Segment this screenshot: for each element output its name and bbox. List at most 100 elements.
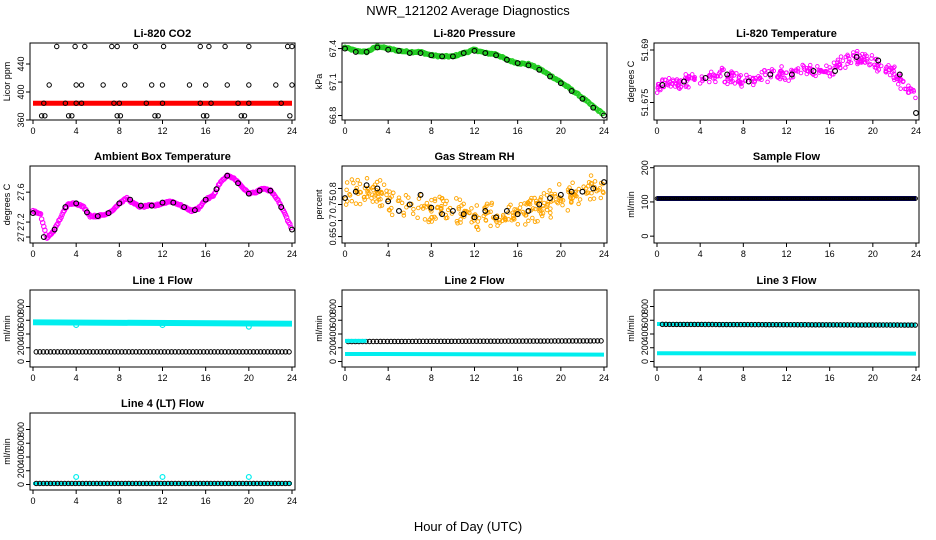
- data-point: [832, 68, 839, 74]
- data-point: [494, 213, 500, 218]
- panel-3: Ambient Box Temperature 0 4 8 12 16 20 24 2727.2…: [2, 151, 297, 259]
- data-point: [786, 78, 791, 83]
- data-point: [852, 322, 858, 328]
- data-point: [370, 185, 375, 190]
- data-point: [278, 204, 285, 211]
- data-point: [659, 321, 666, 328]
- data-point: [65, 349, 71, 355]
- data-point: [482, 207, 489, 214]
- data-point: [82, 43, 88, 50]
- data-point: [598, 195, 604, 201]
- data-point: [422, 217, 428, 222]
- y-tick-label: 67.4: [328, 40, 338, 58]
- data-point: [495, 338, 501, 344]
- data-point: [409, 338, 416, 345]
- data-point: [753, 76, 759, 81]
- data-point: [136, 349, 143, 355]
- data-point: [670, 321, 676, 328]
- data-point: [791, 322, 797, 328]
- data-point: [830, 322, 837, 328]
- data-point: [773, 321, 780, 328]
- x-tick-label: 12: [781, 126, 791, 136]
- data-point: [597, 186, 603, 191]
- data-point: [819, 322, 826, 328]
- data-point: [387, 189, 392, 194]
- data-point: [62, 480, 68, 487]
- data-point: [33, 480, 39, 487]
- x-tick-label: 16: [201, 126, 211, 136]
- data-point: [193, 349, 200, 355]
- data-point: [750, 76, 756, 81]
- data-point: [891, 75, 896, 81]
- data-point: [502, 338, 508, 344]
- data-point: [104, 480, 111, 487]
- x-tick-label: 4: [74, 126, 79, 136]
- data-point: [133, 349, 139, 355]
- data-point: [813, 73, 818, 79]
- y-tick-label: 0.7: [328, 214, 338, 227]
- data-point: [434, 338, 440, 345]
- data-point: [592, 179, 598, 184]
- data-point: [265, 349, 271, 355]
- x-tick-label: 24: [911, 249, 921, 259]
- data-point: [428, 52, 435, 59]
- data-point: [759, 321, 765, 328]
- x-tick-label: 24: [599, 373, 609, 383]
- data-point: [483, 218, 489, 223]
- data-point: [590, 185, 597, 192]
- y-tick-label: 360: [16, 112, 26, 127]
- y-axis-label: ml/min: [2, 438, 12, 465]
- data-point: [73, 322, 80, 329]
- data-point: [73, 200, 80, 207]
- x-tick-label: 20: [556, 373, 566, 383]
- data-point: [536, 201, 543, 208]
- data-point: [784, 70, 789, 75]
- x-tick-label: 4: [698, 126, 703, 136]
- data-point: [179, 480, 185, 487]
- data-point: [540, 210, 546, 216]
- data-point: [880, 322, 886, 328]
- plot-frame: [29, 42, 296, 121]
- data-point: [366, 338, 373, 345]
- x-tick-label: 12: [157, 249, 167, 259]
- data-point: [385, 46, 392, 53]
- data-point: [122, 349, 128, 355]
- panel-2: Li-820 Temperature 0 4 8 12 16 20 24 51.675 51.69…: [626, 28, 921, 136]
- data-point: [800, 62, 805, 68]
- x-tick-label: 12: [157, 126, 167, 136]
- data-point: [143, 480, 150, 487]
- data-point: [802, 67, 808, 72]
- data-point: [659, 82, 666, 88]
- data-point: [530, 206, 536, 211]
- data-point: [129, 349, 136, 355]
- data-point: [97, 480, 104, 487]
- data-point: [417, 50, 424, 56]
- data-point: [867, 62, 872, 68]
- data-point: [515, 209, 520, 214]
- data-point: [541, 338, 547, 344]
- data-point: [287, 221, 293, 227]
- data-marks: [342, 43, 607, 119]
- data-point: [457, 197, 463, 203]
- data-point: [780, 322, 787, 328]
- data-point: [898, 86, 903, 91]
- data-point: [588, 173, 594, 178]
- data-point: [466, 338, 473, 344]
- data-point: [762, 321, 769, 328]
- data-point: [567, 195, 573, 200]
- data-point: [526, 218, 531, 224]
- data-point: [770, 321, 776, 328]
- data-point: [261, 480, 267, 487]
- data-point: [532, 219, 538, 225]
- data-point: [666, 321, 673, 328]
- data-point: [388, 338, 394, 345]
- data-point: [515, 222, 521, 227]
- x-tick-label: 0: [654, 373, 659, 383]
- data-point: [108, 349, 114, 355]
- x-tick-label: 8: [429, 126, 434, 136]
- data-point: [844, 322, 851, 328]
- data-point: [212, 189, 219, 196]
- data-point: [175, 480, 182, 487]
- data-point: [58, 480, 64, 487]
- data-point: [763, 72, 768, 78]
